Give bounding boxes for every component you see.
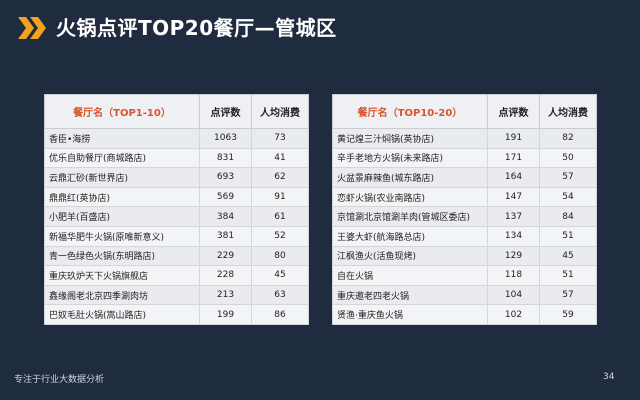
restaurant-name-cell: 江枫渔火(活鱼现烤) [332,245,488,267]
restaurant-name-cell: 黄记煌三汁焖锅(英协店) [332,128,488,149]
footer-tagline: 专注于行业大数据分析 [14,375,105,385]
table-body: 黄记煌三汁焖锅(英协店) 191 82 辛手老地方火锅(未来路店) 171 50 火盆景麻辣… [332,128,597,325]
restaurant-name-cell: 自在火锅 [332,265,488,286]
page-number: 34 [603,372,615,382]
avg-spend-cell: 51 [539,225,597,247]
avg-spend-cell: 86 [251,304,309,325]
avg-spend-cell: 52 [251,225,309,247]
table-row: 江枫渔火(活鱼现烤) 129 45 [332,245,597,267]
column-header-name: 餐厅名（TOP1-10） [44,94,200,129]
restaurant-name-cell: 新福华肥牛火锅(原唯新意义) [44,225,200,247]
table-row: 鑫缘阁老北京四季涮肉坊 213 63 [44,284,309,306]
review-count-cell: 134 [487,225,540,247]
restaurant-name-cell: 鼎鼎红(英协店) [44,186,200,208]
avg-spend-cell: 50 [539,147,597,169]
table-row: 恋虾火锅(农业南路店) 147 54 [332,186,597,208]
table-header-row: 餐厅名（TOP1-10） 点评数 人均消费 [44,94,309,129]
page-title: 火锅点评TOP20餐厅—管城区 [56,16,337,40]
table-row: 重庆玖炉天下火锅旗舰店 228 45 [44,265,309,286]
avg-spend-cell: 80 [251,245,309,267]
table-row: 新福华肥牛火锅(原唯新意义) 381 52 [44,225,309,247]
review-count-cell: 102 [487,304,540,325]
review-count-cell: 191 [487,128,540,149]
review-count-cell: 164 [487,167,540,188]
slide-header: 火锅点评TOP20餐厅—管城区 [0,0,640,56]
column-header-name: 餐厅名（TOP10-20） [332,94,488,129]
avg-spend-cell: 82 [539,128,597,149]
review-count-cell: 199 [199,304,252,325]
review-count-cell: 384 [199,206,252,227]
double-chevron-icon [18,17,46,39]
review-count-cell: 213 [199,284,252,306]
table-row: 优乐自助餐厅(商城路店) 831 41 [44,147,309,169]
ranking-table-top1-10: 餐厅名（TOP1-10） 点评数 人均消费 香臣•海捞 1063 73 优乐自助餐厅(… [44,94,309,325]
restaurant-name-cell: 重庆邀老四老火锅 [332,284,488,306]
restaurant-name-cell: 云鼎汇砂(新世界店) [44,167,200,188]
restaurant-name-cell: 优乐自助餐厅(商城路店) [44,147,200,169]
restaurant-name-cell: 小肥羊(百盛店) [44,206,200,227]
restaurant-name-cell: 火盆景麻辣鱼(城东路店) [332,167,488,188]
table-row: 巴奴毛肚火锅(嵩山路店) 199 86 [44,304,309,325]
review-count-cell: 137 [487,206,540,227]
table-body: 香臣•海捞 1063 73 优乐自助餐厅(商城路店) 831 41 云鼎汇砂(新世界店) 69… [44,128,309,325]
table-row: 辛手老地方火锅(未来路店) 171 50 [332,147,597,169]
restaurant-name-cell: 青一色绿色火锅(东明路店) [44,245,200,267]
column-header-reviews: 点评数 [199,94,252,129]
review-count-cell: 381 [199,225,252,247]
restaurant-name-cell: 重庆玖炉天下火锅旗舰店 [44,265,200,286]
table-row: 贤渔·重庆鱼火锅 102 59 [332,304,597,325]
review-count-cell: 693 [199,167,252,188]
review-count-cell: 118 [487,265,540,286]
avg-spend-cell: 61 [251,206,309,227]
avg-spend-cell: 57 [539,284,597,306]
avg-spend-cell: 62 [251,167,309,188]
review-count-cell: 104 [487,284,540,306]
avg-spend-cell: 41 [251,147,309,169]
avg-spend-cell: 45 [251,265,309,286]
avg-spend-cell: 51 [539,265,597,286]
restaurant-name-cell: 贤渔·重庆鱼火锅 [332,304,488,325]
review-count-cell: 569 [199,186,252,208]
restaurant-name-cell: 王婆大虾(航海路总店) [332,225,488,247]
restaurant-name-cell: 京馆涮北京馆涮羊肉(管城区委店) [332,206,488,227]
avg-spend-cell: 54 [539,186,597,208]
avg-spend-cell: 45 [539,245,597,267]
review-count-cell: 228 [199,265,252,286]
review-count-cell: 147 [487,186,540,208]
avg-spend-cell: 59 [539,304,597,325]
avg-spend-cell: 73 [251,128,309,149]
review-count-cell: 129 [487,245,540,267]
review-count-cell: 1063 [199,128,252,149]
table-row: 重庆邀老四老火锅 104 57 [332,284,597,306]
review-count-cell: 171 [487,147,540,169]
restaurant-name-cell: 巴奴毛肚火锅(嵩山路店) [44,304,200,325]
column-header-avg-spend: 人均消费 [539,94,597,129]
avg-spend-cell: 63 [251,284,309,306]
review-count-cell: 831 [199,147,252,169]
restaurant-name-cell: 辛手老地方火锅(未来路店) [332,147,488,169]
column-header-avg-spend: 人均消费 [251,94,309,129]
ranking-table-top10-20: 餐厅名（TOP10-20） 点评数 人均消费 黄记煌三汁焖锅(英协店) 191 82… [332,94,597,325]
table-row: 黄记煌三汁焖锅(英协店) 191 82 [332,128,597,149]
table-row: 王婆大虾(航海路总店) 134 51 [332,225,597,247]
table-row: 云鼎汇砂(新世界店) 693 62 [44,167,309,188]
table-row: 自在火锅 118 51 [332,265,597,286]
table-row: 小肥羊(百盛店) 384 61 [44,206,309,227]
avg-spend-cell: 84 [539,206,597,227]
column-header-reviews: 点评数 [487,94,540,129]
review-count-cell: 229 [199,245,252,267]
avg-spend-cell: 91 [251,186,309,208]
table-header-row: 餐厅名（TOP10-20） 点评数 人均消费 [332,94,597,129]
restaurant-name-cell: 香臣•海捞 [44,128,200,149]
table-row: 青一色绿色火锅(东明路店) 229 80 [44,245,309,267]
table-row: 香臣•海捞 1063 73 [44,128,309,149]
table-row: 鼎鼎红(英协店) 569 91 [44,186,309,208]
avg-spend-cell: 57 [539,167,597,188]
table-row: 火盆景麻辣鱼(城东路店) 164 57 [332,167,597,188]
table-row: 京馆涮北京馆涮羊肉(管城区委店) 137 84 [332,206,597,227]
restaurant-name-cell: 鑫缘阁老北京四季涮肉坊 [44,284,200,306]
restaurant-name-cell: 恋虾火锅(农业南路店) [332,186,488,208]
